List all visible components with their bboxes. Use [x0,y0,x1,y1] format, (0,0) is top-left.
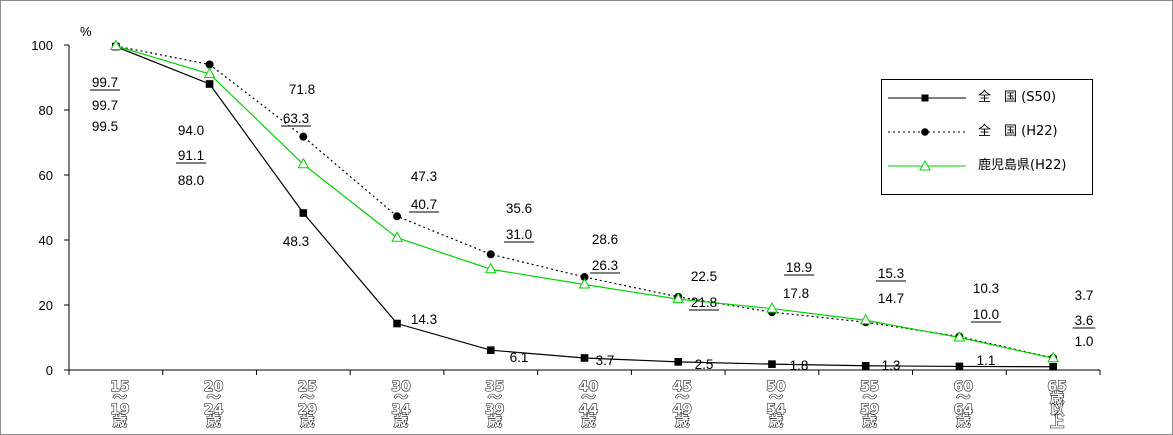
legend-swatch-square-icon [888,94,966,102]
x-tick-label: 55 ～ 59 歳 [860,379,879,430]
data-label: 47.3 [411,169,437,184]
data-point-triangle [672,292,685,304]
data-label: 6.1 [510,350,529,365]
data-label: 48.3 [283,234,309,249]
data-label: 94.0 [178,123,204,138]
data-label: 22.5 [691,269,717,284]
legend: 全 国 (S50) 全 国 (H22) 鹿児島県(H22) [881,79,1093,195]
x-tick-label: 20 ～ 24 歳 [204,379,224,430]
legend-item-h22-national: 全 国 (H22) [882,122,1092,142]
legend-label: 全 国 (S50) [978,90,1057,105]
y-unit-label: % [80,24,92,39]
x-tick-label: 45 ～ 49 歳 [672,379,691,430]
x-tick-label: 65 歳以上 [1047,379,1066,431]
data-label: 21.8 [691,295,717,310]
y-tick-label: 40 [39,233,53,248]
x-tick-label: 25 ～ 29 歳 [298,379,317,430]
legend-label: 鹿児島県(H22) [978,158,1067,173]
category-labels: 15 ～ 19 歳 20 ～ 24 歳 25 ～ 29 歳 30 ～ 34 歳 35 ～ 39 歳 40 ～ 44 歳 45 ～ 4… [110,379,1068,432]
data-label: 26.3 [592,258,618,273]
x-tick-label: 35 ～ 39 歳 [485,379,504,430]
data-point-square [205,80,214,88]
data-point-triangle [297,157,310,169]
chart-axes: 0 20 40 60 80 100% [31,24,1101,378]
data-label: 71.8 [289,82,315,97]
data-labels: 99.7 99.7 99.5 94.0 91.1 88.0 71.8 63.3 48.3 47.3… [90,75,1096,373]
data-label: 1.0 [1075,334,1094,349]
x-tick-label: 50 ～ 54 歳 [766,379,786,430]
data-label: 17.8 [783,286,809,301]
data-label: 40.7 [411,197,437,212]
data-point-square [299,209,308,217]
y-tick-label: 80 [39,103,53,118]
data-label: 99.5 [92,119,118,134]
data-point-triangle [766,302,778,313]
data-label: 63.3 [283,111,309,126]
data-label: 15.3 [878,266,904,281]
x-tick-label: 40 ～ 44 歳 [579,379,599,430]
data-label: 99.7 [92,98,118,113]
data-point-circle [580,273,589,282]
y-tick-label: 60 [39,168,53,183]
data-point-square [955,362,964,371]
data-label: 99.7 [92,75,118,90]
data-label: 35.6 [506,201,532,216]
data-label: 88.0 [178,173,204,188]
data-label: 1.1 [977,353,996,368]
x-tick-label: 60 ～ 64 歳 [954,379,974,430]
data-label: 31.0 [506,227,532,242]
data-point-triangle [953,330,966,342]
data-label: 1.3 [882,358,901,373]
x-tick-label: 30 ～ 34 歳 [391,379,411,430]
data-point-circle [393,212,402,221]
series-markers [110,39,1059,371]
data-label: 3.6 [1075,313,1094,328]
data-point-triangle [859,313,872,325]
data-label: 1.8 [790,358,809,373]
legend-item-s50-national: 全 国 (S50) [882,88,1092,108]
data-label: 10.3 [973,281,999,296]
data-point-square [674,358,683,366]
data-point-circle [205,60,214,69]
data-point-triangle [484,262,497,274]
data-label: 2.5 [695,357,714,372]
data-point-circle [299,132,308,141]
data-label: 91.1 [178,148,204,163]
legend-swatch-triangle-icon [888,159,966,171]
data-label: 3.7 [596,353,615,368]
data-label: 14.7 [878,291,904,306]
data-point-square [861,361,870,370]
data-point-circle [486,250,495,259]
data-point-square [768,360,776,368]
data-point-triangle [203,67,216,78]
data-label: 14.3 [411,312,437,327]
data-point-triangle [1047,351,1059,363]
legend-swatch-circle-icon [888,128,966,136]
data-point-square [1049,362,1057,371]
data-point-square [580,354,589,362]
series-line-1 [115,45,1054,359]
data-label: 3.7 [1075,288,1094,303]
data-point-triangle [110,39,122,50]
legend-label: 全 国 (H22) [978,124,1058,139]
data-point-square [486,346,495,354]
data-point-triangle [391,231,403,242]
data-label: 28.6 [592,232,618,247]
data-label: 10.0 [973,307,999,322]
data-label: 18.9 [786,260,812,275]
data-point-square [393,319,401,328]
data-point-triangle [578,277,591,289]
y-tick-label: 0 [46,363,53,378]
y-tick-label: 20 [39,298,53,313]
x-tick-label: 15 ～ 19 歳 [110,379,129,430]
legend-item-kagoshima-h22: 鹿児島県(H22) [882,156,1092,176]
y-tick-label: 100 [31,38,53,53]
